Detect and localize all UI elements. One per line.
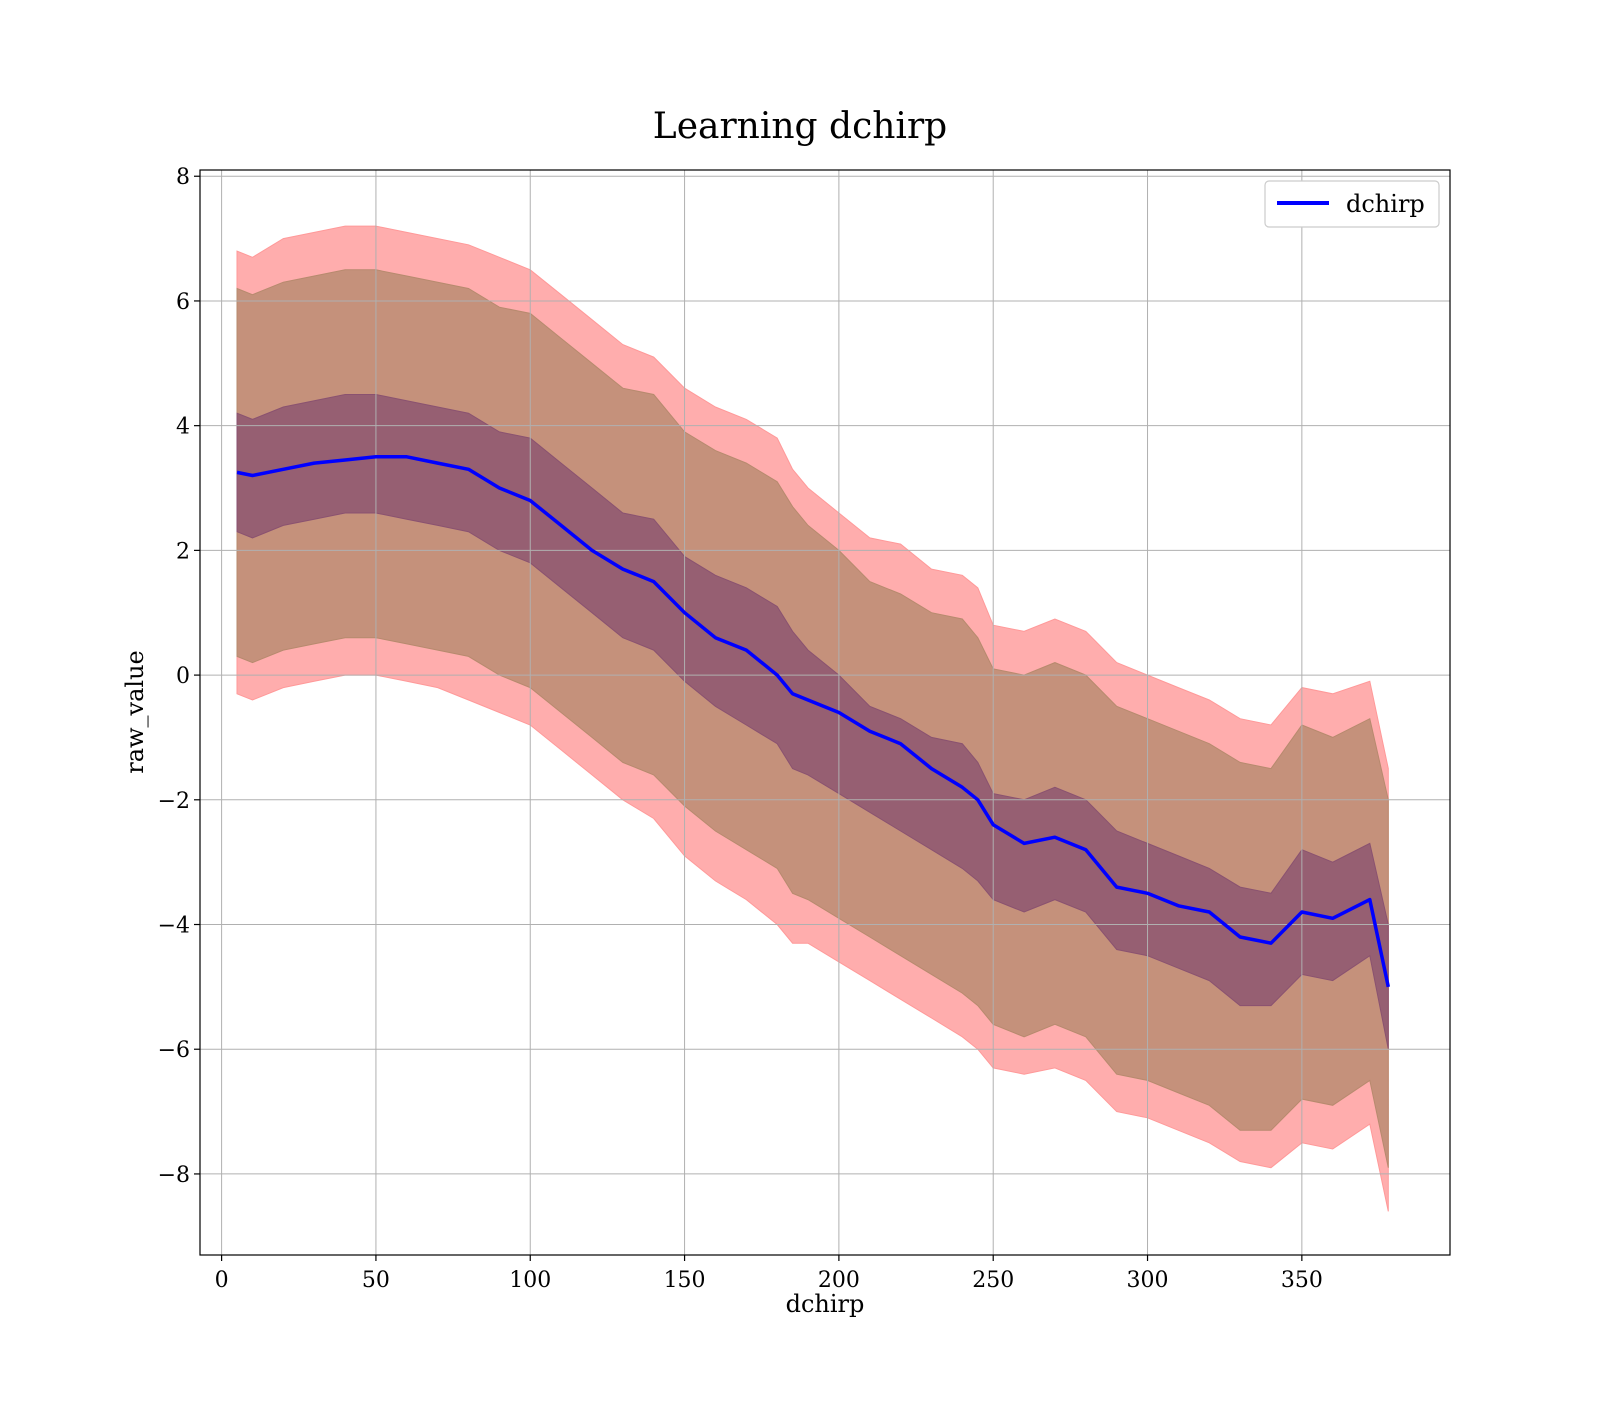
x-tick-label-4: 200 [818, 1268, 860, 1293]
x-tick-label-2: 100 [509, 1268, 551, 1293]
x-tick-label-1: 50 [362, 1268, 390, 1293]
y-tick-label-1: 6 [176, 290, 190, 315]
y-tick-label-3: 2 [176, 539, 190, 564]
grid-lines [200, 170, 1450, 1255]
y-tick-label-8: −8 [158, 1163, 190, 1188]
y-tick-label-7: −6 [158, 1038, 190, 1063]
y-axis-ticks: 8 6 4 2 0 −2 −4 −6 −8 [158, 165, 200, 1188]
x-tick-label-6: 300 [1127, 1268, 1169, 1293]
series-lines [236, 455, 1391, 988]
legend-box [1264, 180, 1440, 228]
confidence-bands [236, 225, 1389, 1212]
legend-label: dchirp [1346, 190, 1425, 218]
y-tick-label-2: 4 [176, 415, 190, 440]
legend: dchirp [1264, 180, 1440, 228]
x-tick-label-7: 350 [1281, 1268, 1323, 1293]
y-tick-label-0: 8 [176, 165, 190, 190]
y-tick-label-4: 0 [176, 664, 190, 689]
x-tick-label-0: 0 [215, 1268, 229, 1293]
x-axis-ticks: 0 50 100 150 200 250 300 350 [215, 1255, 1323, 1293]
y-tick-label-6: −4 [158, 914, 190, 939]
y-tick-label-5: −2 [158, 789, 190, 814]
x-tick-label-5: 250 [972, 1268, 1014, 1293]
x-tick-label-3: 150 [664, 1268, 706, 1293]
y-axis-label: raw_value [121, 650, 149, 774]
plot-frame [199, 169, 1451, 1256]
series-line-dchirp [236, 455, 1391, 988]
chart-title: Learning dchirp [653, 106, 947, 147]
x-axis-label: dchirp [786, 1290, 865, 1318]
